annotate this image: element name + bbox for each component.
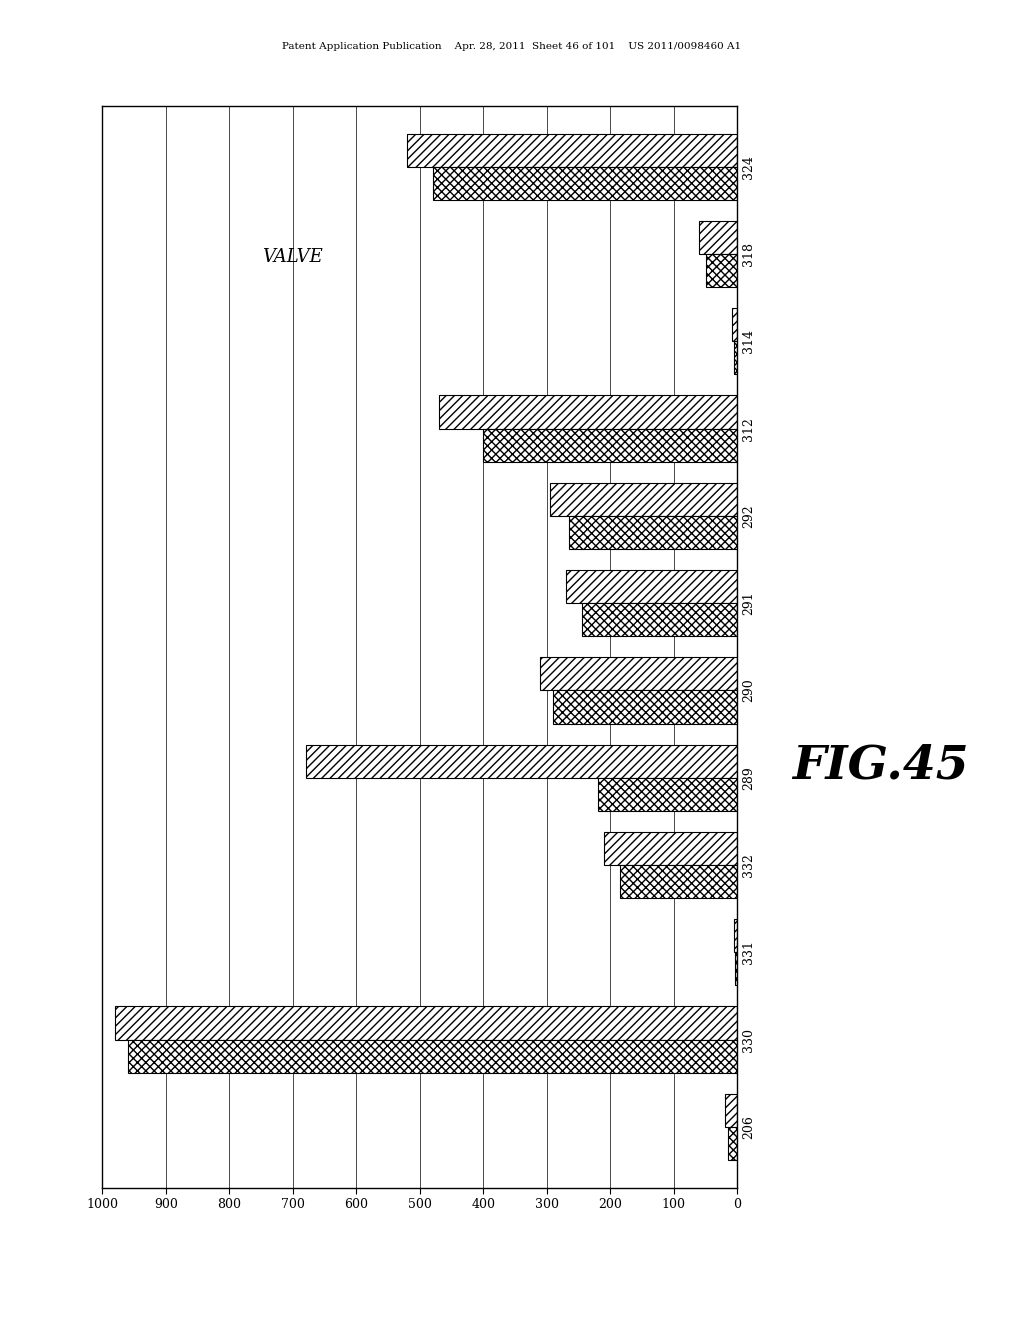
Text: 318: 318	[742, 242, 756, 267]
Bar	[569, 516, 737, 549]
Bar	[566, 570, 737, 603]
Text: 206: 206	[742, 1115, 756, 1139]
Bar	[115, 1006, 737, 1040]
Text: 290: 290	[742, 678, 756, 702]
Text: 330: 330	[742, 1027, 756, 1052]
Bar	[735, 952, 737, 986]
Bar	[582, 603, 737, 636]
Bar	[408, 133, 737, 166]
Bar	[706, 253, 737, 288]
Text: 332: 332	[742, 853, 756, 876]
Bar	[620, 865, 737, 898]
Bar	[550, 483, 737, 516]
Text: 312: 312	[742, 417, 756, 441]
Text: 292: 292	[742, 504, 756, 528]
Bar	[732, 308, 737, 342]
Text: 331: 331	[742, 940, 756, 965]
Bar	[541, 657, 737, 690]
Text: 324: 324	[742, 154, 756, 178]
Text: FIG.45: FIG.45	[793, 743, 969, 788]
Bar	[128, 1040, 737, 1073]
Bar	[305, 744, 737, 777]
Bar	[432, 166, 737, 199]
Bar	[699, 220, 737, 253]
Text: VALVE: VALVE	[262, 248, 324, 267]
Bar	[728, 1127, 737, 1160]
Bar	[598, 777, 737, 810]
Text: 291: 291	[742, 591, 756, 615]
Bar	[725, 1094, 737, 1127]
Bar	[604, 832, 737, 865]
Bar	[553, 690, 737, 723]
Text: Patent Application Publication    Apr. 28, 2011  Sheet 46 of 101    US 2011/0098: Patent Application Publication Apr. 28, …	[283, 42, 741, 51]
Text: 289: 289	[742, 766, 756, 789]
Bar	[439, 396, 737, 429]
Text: 314: 314	[742, 329, 756, 354]
Bar	[483, 429, 737, 462]
Bar	[734, 919, 737, 952]
Bar	[734, 342, 737, 375]
